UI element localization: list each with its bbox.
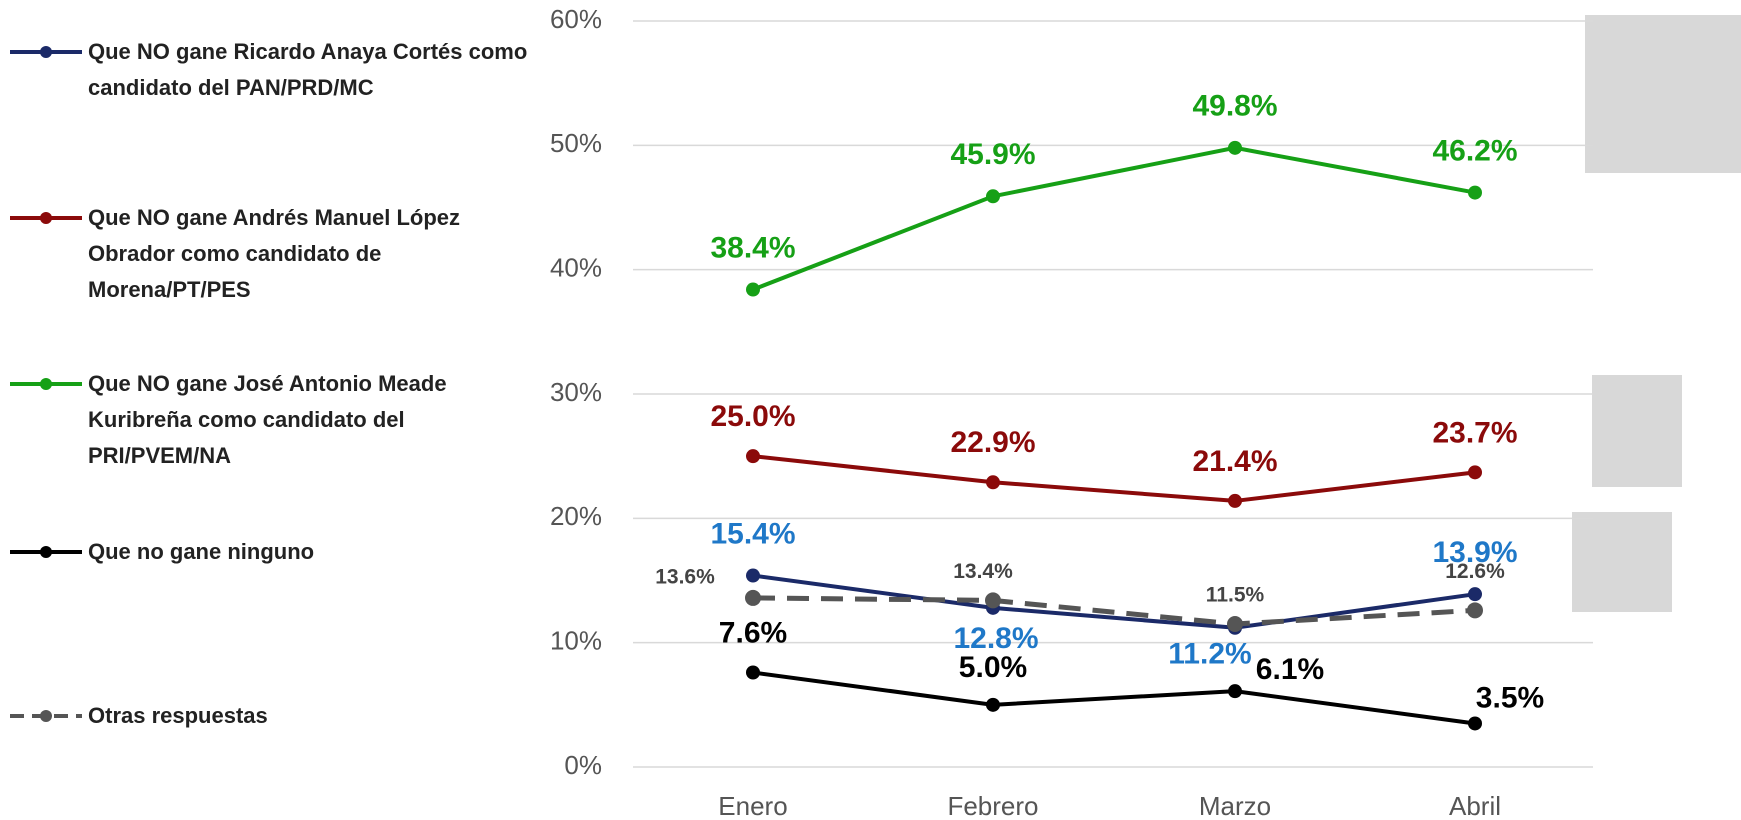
data-label: 25.0% [710, 400, 795, 433]
legend-item: Que NO gane Ricardo Anaya Cortés como ca… [10, 34, 550, 104]
legend-swatch [10, 46, 82, 58]
legend-label: Que no gane ninguno [88, 539, 315, 564]
data-label: 23.7% [1432, 416, 1517, 449]
data-label: 13.9% [1432, 536, 1517, 569]
data-label: 21.4% [1192, 445, 1277, 478]
y-tick-label: 20% [550, 501, 602, 531]
legend-item: Que NO gane José Antonio Meade Kuribreña… [10, 366, 550, 468]
data-point [1468, 716, 1482, 731]
data-point [1228, 140, 1242, 155]
data-label: 6.1% [1256, 653, 1324, 686]
data-point [986, 189, 1000, 204]
data-point [746, 568, 760, 583]
data-label: 5.0% [959, 651, 1027, 684]
legend-label: Que NO gane José Antonio Meade Kuribreña… [88, 371, 447, 468]
legend-marker [40, 710, 52, 722]
x-tick-label: Febrero [947, 791, 1038, 820]
data-point [1228, 684, 1242, 699]
x-tick-label: Marzo [1199, 791, 1271, 820]
y-tick-label: 30% [550, 377, 602, 407]
data-label: 7.6% [719, 616, 787, 649]
legend-swatch [10, 546, 82, 558]
data-label: 11.2% [1168, 638, 1251, 671]
data-point [1468, 465, 1482, 480]
data-label: 12.6% [1445, 560, 1505, 583]
data-point [745, 589, 761, 606]
data-label: 45.9% [950, 138, 1035, 171]
data-point [746, 282, 760, 297]
y-tick-label: 40% [550, 253, 602, 283]
x-tick-label: Abril [1449, 791, 1501, 820]
data-point [986, 697, 1000, 712]
data-point [1227, 616, 1243, 633]
series-line [752, 595, 1476, 627]
legend-marker [40, 46, 52, 58]
y-tick-label: 10% [550, 626, 602, 656]
legend-swatch [10, 378, 82, 390]
data-point [1228, 493, 1242, 508]
series-line [752, 454, 1476, 503]
series-line [752, 670, 1476, 726]
x-tick-label: Enero [718, 791, 787, 820]
data-point [746, 665, 760, 680]
data-label: 46.2% [1432, 135, 1517, 168]
legend-marker [40, 378, 52, 390]
photo-placeholder [1585, 15, 1741, 173]
legend-swatch [10, 212, 82, 224]
y-tick-label: 60% [550, 4, 602, 34]
data-point [986, 475, 1000, 490]
data-point [746, 449, 760, 464]
data-label: 49.8% [1192, 90, 1277, 123]
data-label: 11.5% [1206, 584, 1265, 607]
legend-item: Que NO gane Andrés Manuel López Obrador … [10, 200, 550, 302]
legend-label: Que NO gane Andrés Manuel López Obrador … [88, 205, 461, 302]
y-tick-label: 50% [550, 128, 602, 158]
legend-item: Que no gane ninguno [10, 534, 550, 604]
data-label: 22.9% [950, 426, 1035, 459]
data-label: 3.5% [1476, 681, 1544, 714]
photo-placeholder [1592, 375, 1682, 487]
data-label: 12.8% [953, 622, 1038, 655]
photo-placeholder [1572, 512, 1672, 612]
legend-item: Otras respuestas [10, 698, 550, 768]
data-point [1467, 602, 1483, 619]
data-point [985, 592, 1001, 609]
data-label: 13.6% [655, 565, 715, 588]
legend-label: Que NO gane Ricardo Anaya Cortés como ca… [88, 39, 528, 100]
legend-marker [40, 212, 52, 224]
data-point [1468, 587, 1482, 602]
data-label: 15.4% [710, 517, 795, 550]
data-label: 13.4% [953, 560, 1013, 583]
legend-marker [40, 546, 52, 558]
legend-label: Otras respuestas [88, 703, 268, 728]
data-label: 38.4% [710, 231, 795, 264]
series-line [752, 145, 1476, 292]
legend: Que NO gane Ricardo Anaya Cortés como ca… [0, 0, 560, 820]
data-point [1468, 185, 1482, 200]
legend-swatch [10, 710, 82, 722]
y-tick-label: 0% [564, 750, 602, 780]
series-line [752, 573, 1476, 630]
